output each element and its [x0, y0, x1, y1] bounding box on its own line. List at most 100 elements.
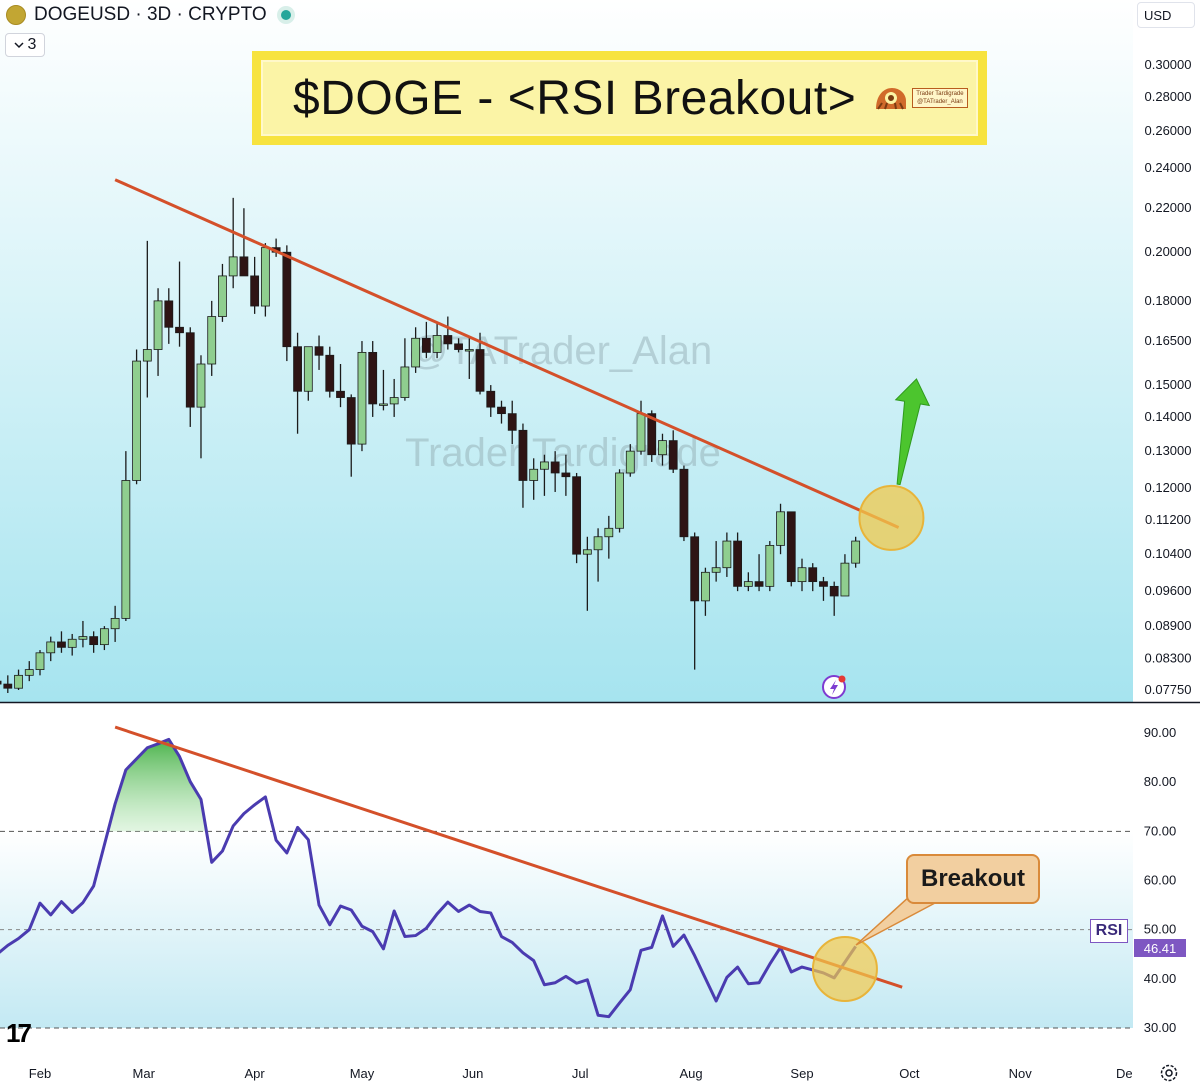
rsi-tick-label: 70.00	[1144, 823, 1177, 838]
candle-body	[582, 549, 592, 555]
symbol-header[interactable]: DOGEUSD · 3D · CRYPTO	[0, 0, 291, 30]
candle-body	[228, 256, 238, 277]
rsi-current-value: 46.41	[1134, 939, 1186, 957]
candle	[432, 321, 442, 359]
candle-body	[518, 429, 528, 481]
time-tick-label: Feb	[29, 1066, 51, 1081]
currency-label: USD	[1144, 7, 1172, 23]
candle-body	[797, 567, 807, 583]
currency-selector[interactable]: USD	[1137, 2, 1195, 28]
candle	[625, 444, 635, 477]
candle-body	[615, 472, 624, 529]
candle-body	[701, 571, 710, 602]
candle	[668, 430, 678, 473]
rsi-tick-label: 40.00	[1144, 971, 1177, 986]
candle	[303, 346, 313, 401]
candle-body	[218, 275, 227, 317]
candle	[293, 332, 302, 434]
candle	[711, 541, 721, 582]
candle-body	[507, 413, 517, 431]
candle	[175, 261, 184, 347]
price-tick-label: 0.12000	[1145, 480, 1192, 495]
candle	[411, 327, 421, 373]
candle-body	[679, 468, 689, 538]
candle-body	[550, 461, 560, 474]
event-icon-badge	[838, 675, 846, 683]
candle-body	[99, 628, 109, 646]
rsi-indicator-tag[interactable]: RSI	[1090, 919, 1128, 943]
time-tick-label: Nov	[1009, 1066, 1033, 1081]
candle-body	[851, 540, 861, 564]
author-logo: Trader Tardigrade @TATrader_Alan	[874, 85, 968, 111]
candle-body	[185, 332, 195, 408]
interval-value: 3	[27, 36, 37, 53]
candle-body	[829, 585, 839, 597]
candle	[142, 240, 152, 398]
price-tick-label: 0.18000	[1145, 293, 1192, 308]
rsi-overbought-fill	[107, 739, 209, 832]
gear-icon[interactable]	[1158, 1062, 1180, 1084]
candle	[851, 536, 861, 568]
candle-body	[443, 335, 453, 345]
candle-body	[497, 406, 506, 415]
symbol-label: DOGEUSD · 3D · CRYPTO	[34, 4, 267, 25]
time-tick-label: Mar	[133, 1066, 156, 1081]
candle	[454, 338, 463, 353]
rsi-tick-label: 50.00	[1144, 922, 1177, 937]
candle-body	[743, 581, 753, 587]
tardigrade-icon	[876, 88, 907, 110]
candle	[110, 605, 120, 642]
candle	[507, 400, 517, 445]
chevron-down-icon	[14, 42, 24, 49]
candle	[593, 528, 603, 582]
candle-body	[78, 636, 88, 640]
price-tick-label: 0.22000	[1145, 200, 1192, 215]
candle-body	[0, 680, 2, 685]
candle	[132, 349, 141, 485]
candle	[99, 626, 109, 651]
price-trendline	[114, 178, 900, 529]
lightning-event-icon[interactable]	[822, 675, 846, 699]
rsi-trendline	[114, 725, 903, 989]
interval-dropdown[interactable]: 3	[5, 33, 45, 57]
price-tick-label: 0.08900	[1145, 618, 1192, 633]
candle-body	[776, 511, 785, 546]
breakout-highlight-rsi	[811, 936, 878, 1002]
candle-body	[454, 343, 463, 350]
candle	[658, 433, 667, 466]
candle	[153, 288, 163, 376]
title-banner-inner: $DOGE - <RSI Breakout> Trader Tardigrade…	[261, 60, 978, 136]
time-tick-label: Jun	[462, 1066, 483, 1081]
candle	[754, 554, 764, 592]
candle-body	[572, 476, 582, 555]
candle	[572, 472, 582, 564]
price-axis-background	[1133, 0, 1200, 1087]
candle-body	[336, 390, 345, 398]
candle	[701, 567, 710, 616]
tradingview-logo[interactable]: 17	[6, 1018, 32, 1048]
lightning-bolt	[830, 680, 838, 695]
price-tick-label: 0.07750	[1145, 682, 1192, 697]
candle	[185, 327, 195, 427]
candle-body	[250, 275, 260, 307]
price-tick-label: 0.15000	[1145, 377, 1192, 392]
candle	[379, 369, 388, 411]
candle-body	[711, 567, 721, 573]
candle	[518, 423, 528, 508]
candle	[829, 581, 839, 616]
candle	[679, 465, 689, 542]
candle	[282, 245, 292, 362]
candle-body	[3, 683, 13, 689]
time-tick-label: Jul	[572, 1066, 589, 1081]
candle	[819, 576, 828, 601]
candle-body	[400, 366, 410, 398]
candle-body	[325, 354, 335, 392]
candle	[786, 511, 796, 587]
title-banner: $DOGE - <RSI Breakout> Trader Tardigrade…	[252, 51, 987, 145]
candle-body	[765, 544, 775, 587]
candle-body	[819, 581, 828, 587]
time-tick-label: Aug	[680, 1066, 703, 1081]
